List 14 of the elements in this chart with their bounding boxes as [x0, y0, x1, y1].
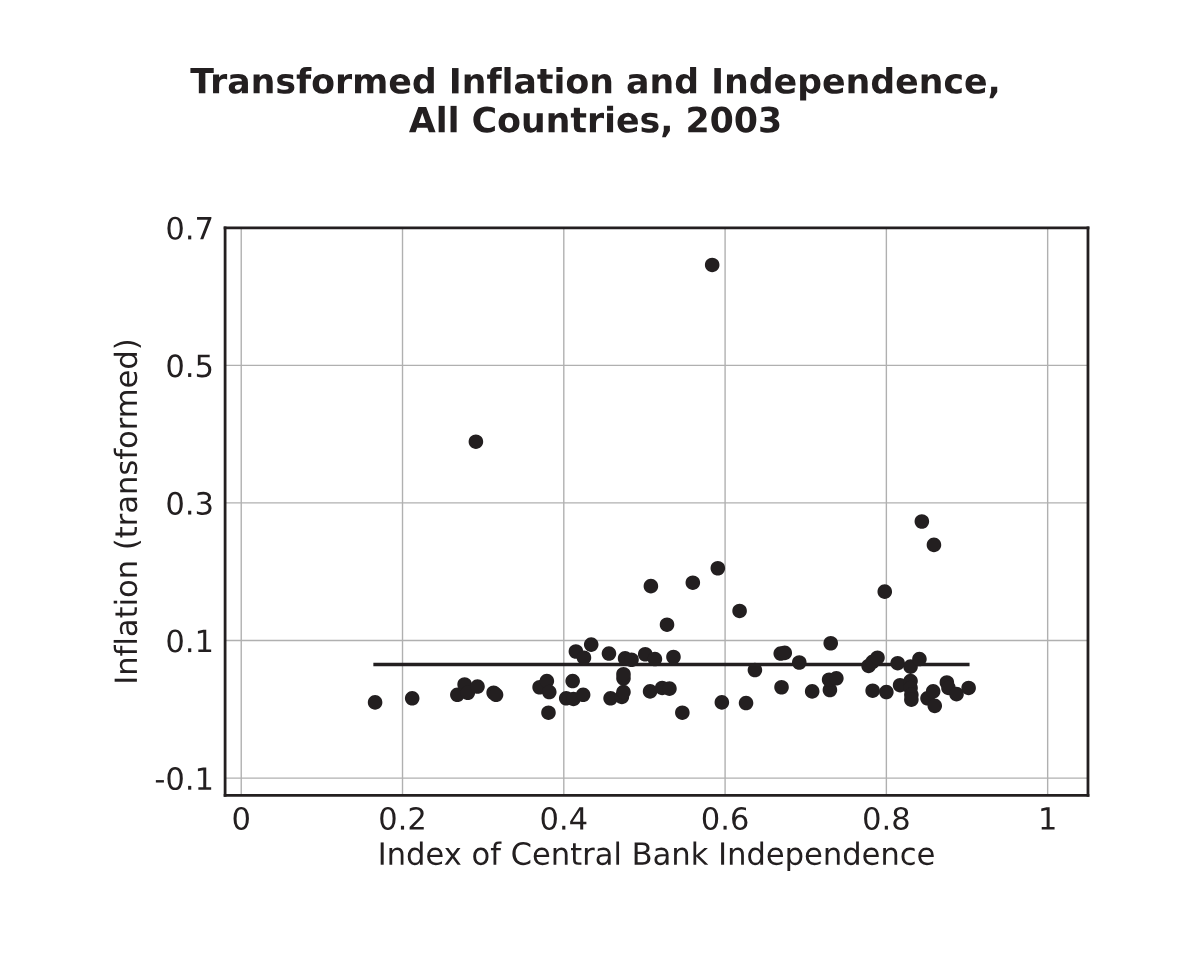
y-tick-label: 0.7	[167, 216, 212, 240]
x-tick-label: 1	[1041, 807, 1055, 830]
y-tick-label: 0.5	[167, 354, 212, 378]
y-tick-label: -0.1	[155, 767, 212, 791]
x-tick-label: 0	[233, 806, 249, 831]
chart-title: Transformed Inflation and Independence, All Countries, 2003	[190, 66, 998, 138]
y-tick-label: 0.1	[167, 629, 212, 653]
y-axis-title: Inflation (transformed)	[113, 340, 141, 682]
x-axis-title: Index of Central Bank Independence	[380, 841, 934, 872]
y-tick-label: 0.3	[167, 491, 212, 515]
x-tick-label: 0.2	[380, 806, 424, 831]
x-tick-label: 0.8	[864, 806, 909, 831]
x-tick-label: 0.6	[702, 806, 748, 831]
x-tick-label: 0.4	[541, 806, 587, 831]
